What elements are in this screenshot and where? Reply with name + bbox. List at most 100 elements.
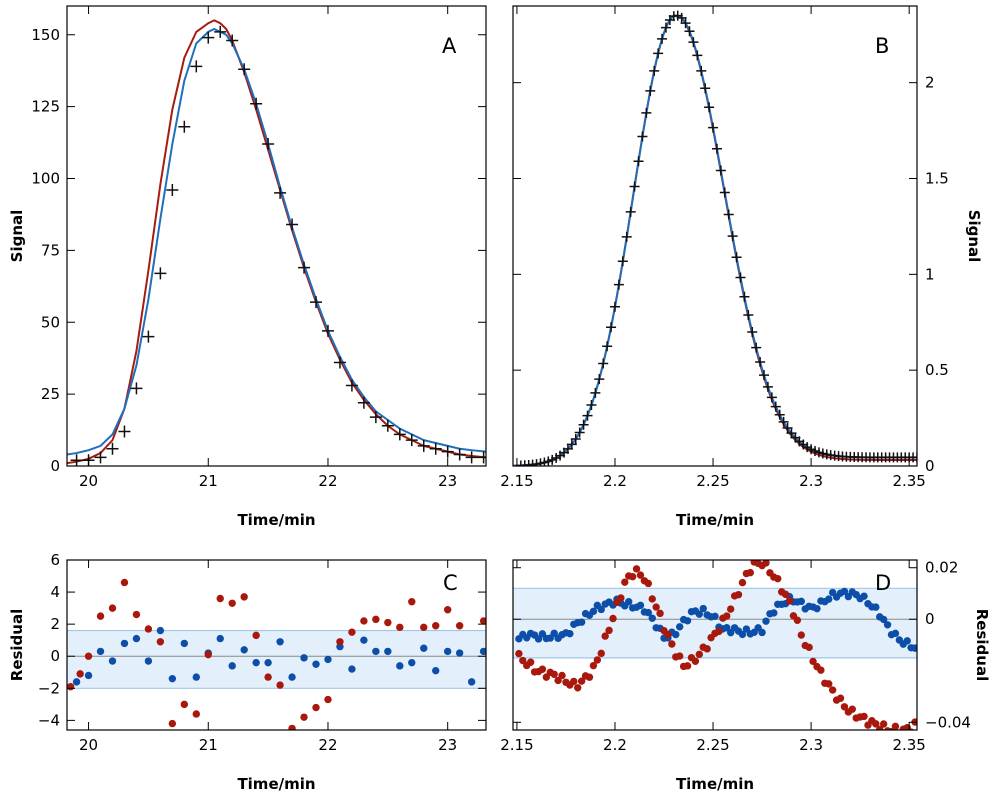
panel-a-y-tick-label: 0 — [50, 457, 60, 475]
panel-c-residual-red — [156, 638, 165, 646]
panel-b-data-point — [711, 143, 722, 154]
panel-c-residual-red — [204, 650, 212, 659]
panel-c-x-tick-label: 21 — [199, 736, 218, 754]
panel-c-residual-blue — [443, 647, 452, 656]
panel-c-residual-blue — [168, 674, 177, 683]
panel-c-residual-blue — [360, 636, 368, 644]
panel-a-frame — [66, 5, 487, 467]
panel-c-residual-blue — [372, 647, 380, 656]
panel-d-residual-blue — [797, 597, 805, 606]
panel-c-residual-blue — [264, 658, 272, 667]
panel-a-data-point — [298, 261, 311, 274]
panel-a-data-point — [321, 324, 334, 337]
panel-d-residual-red — [601, 632, 609, 640]
panel-a-data-point — [166, 184, 179, 196]
panel-c-y-tick-label: −4 — [38, 711, 60, 729]
panel-a-x-tick-label: 23 — [438, 472, 457, 490]
panel-c-y-tick-label: 0 — [50, 647, 60, 665]
panel-d-residual-red — [570, 677, 578, 686]
panel-c-residual-red — [108, 604, 117, 612]
panel-a-y-tick-label: 125 — [31, 98, 60, 116]
panel-c-residual-red — [479, 617, 486, 625]
panel-b-plot-area — [513, 10, 917, 466]
panel-c-y-tick-label: 4 — [50, 583, 60, 601]
panel-d-residual-red — [817, 666, 825, 674]
panel-a-x-tick-label: 20 — [79, 472, 98, 490]
panel-c-residual-red — [240, 593, 248, 601]
panel-a-data-point — [310, 296, 323, 309]
panel-d-x-tick-label: 2.3 — [799, 736, 823, 754]
panel-d-residual-blue — [672, 630, 680, 639]
panel-d-x-tick-label: 2.2 — [603, 736, 627, 754]
panel-b-data-point — [755, 357, 766, 368]
panel-b-data-point — [766, 392, 777, 403]
panel-d-residual-blue — [566, 629, 574, 638]
panel-d-residual-red — [550, 670, 558, 678]
panel-b-data-point — [708, 122, 719, 133]
panel-a-signal-plot: 20 21 22 23 0 25 50 75 100 125 150 A Time/min Sign… — [8, 5, 487, 529]
panel-d-y-tick-label: 0.02 — [925, 559, 958, 577]
panel-a-data-point — [226, 34, 239, 47]
panel-c-residual-blue — [180, 639, 189, 648]
panel-c-residual-blue — [240, 646, 248, 654]
panel-d-residual-red — [828, 686, 837, 694]
panel-d-residual-red — [621, 578, 629, 586]
panel-d-residual-red — [652, 603, 660, 611]
panel-d-residual-red — [519, 656, 527, 665]
panel-d-residual-red — [746, 568, 755, 577]
panel-b-y-tick-label: 1.5 — [925, 170, 949, 188]
panel-c-residual-blue — [132, 634, 141, 643]
panel-c-residual-red — [396, 623, 404, 632]
panel-d-residual-red — [738, 578, 747, 587]
panel-d-residual-red — [628, 572, 637, 581]
panel-d-residual-red — [781, 590, 790, 599]
panel-b-y-tick-label: 1 — [925, 265, 935, 283]
panel-d-residual-red — [797, 631, 805, 639]
panel-c-residual-red — [67, 682, 75, 691]
panel-b-data-point — [606, 322, 617, 333]
panel-b-data-point — [598, 358, 609, 369]
panel-c-residual-blue — [72, 678, 81, 686]
panel-c-residual-red — [336, 638, 344, 646]
panel-b-y-tick-label: 0 — [925, 457, 935, 475]
panel-d-residual-red — [609, 614, 617, 623]
panel-d-residual-red — [683, 662, 692, 670]
panel-b-data-point — [747, 326, 758, 337]
panel-d-residual-red — [617, 594, 625, 602]
panel-c-residual-red — [96, 612, 105, 620]
panel-a-data-point — [369, 411, 382, 424]
panel-a-y-tick-label: 150 — [31, 26, 60, 44]
panel-b-frame — [512, 5, 918, 467]
panel-d-residual-red — [558, 671, 566, 680]
panel-c-residual-red — [84, 652, 93, 660]
panel-c-y-tick-label: 6 — [50, 551, 60, 569]
panel-d-residual-red — [785, 597, 794, 605]
panel-c-residual-blue — [84, 671, 93, 680]
panel-c-residual-red — [216, 594, 224, 603]
panel-b-data-point — [629, 181, 640, 192]
panel-d-residual-blue — [738, 630, 747, 639]
panel-d-residual-blue — [872, 603, 880, 611]
panel-c-label: C — [443, 571, 458, 595]
panel-d-residual-red — [636, 571, 645, 579]
panel-d-residual-blue — [550, 629, 558, 637]
panel-d-residual-red — [577, 677, 586, 685]
panel-a-data-point — [453, 448, 466, 461]
panel-a-data-point — [118, 425, 131, 438]
panel-d-residual-red — [762, 560, 770, 567]
panel-d-residual-blue — [625, 598, 633, 606]
panel-c-axes: 20 21 22 23 −4 −2 0 2 4 6 — [38, 551, 486, 754]
panel-c-residual-blue — [276, 638, 284, 646]
panel-d-residual-red — [860, 712, 868, 721]
panel-d-residual-blue — [577, 618, 586, 626]
panel-d-residual-red — [644, 579, 653, 588]
panel-c-y-axis-title: Residual — [8, 609, 26, 681]
panel-a-y-tick-label: 75 — [41, 241, 60, 259]
panel-c-x-tick-label: 23 — [438, 736, 457, 754]
panel-b-data-point — [641, 107, 652, 118]
panel-c-residual-red — [252, 631, 260, 640]
panel-b-y-tick-label: 0.5 — [925, 361, 949, 379]
panel-b-data-point — [594, 374, 605, 385]
panel-a-data-point — [345, 379, 358, 392]
